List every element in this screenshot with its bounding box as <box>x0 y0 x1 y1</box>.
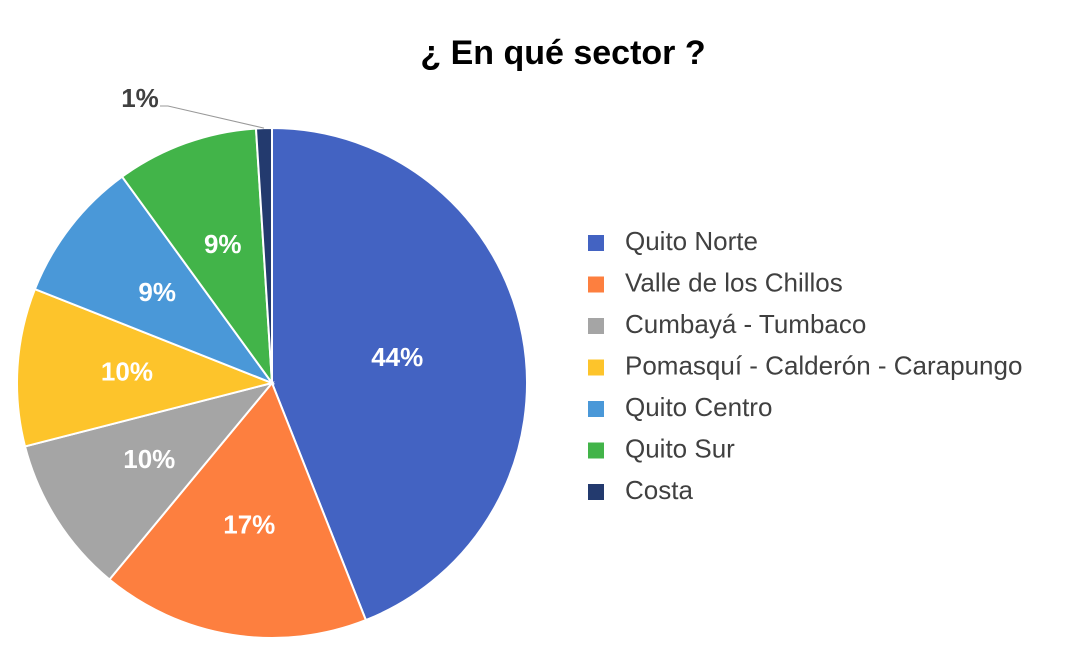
legend-label: Costa <box>625 475 693 505</box>
legend-swatch <box>588 401 604 417</box>
data-label: 1% <box>121 83 159 113</box>
legend-label: Pomasquí - Calderón - Carapungo <box>625 350 1022 380</box>
data-label: 10% <box>123 444 175 474</box>
legend-swatch <box>588 276 604 293</box>
leader-line <box>160 105 265 129</box>
legend-swatch <box>588 484 604 500</box>
pie-slice <box>16 287 276 448</box>
pie-slice <box>108 381 368 639</box>
legend-label: Quito Centro <box>625 392 772 422</box>
data-label: 17% <box>223 509 275 539</box>
data-label: 10% <box>101 357 153 387</box>
pie-slice <box>271 126 528 622</box>
legend-swatch <box>588 235 604 251</box>
pie-slice <box>23 381 275 581</box>
pie-slice <box>33 175 275 386</box>
legend-swatch <box>588 442 604 459</box>
legend-label: Cumbayá - Tumbaco <box>625 309 866 339</box>
data-label: 44% <box>371 342 423 372</box>
legend-label: Quito Sur <box>625 433 735 463</box>
pie-slice <box>120 127 274 387</box>
data-label: 9% <box>204 229 242 259</box>
data-label: 9% <box>138 277 176 307</box>
legend-label: Quito Norte <box>625 226 758 256</box>
chart-title: ¿ En qué sector ? <box>420 34 705 72</box>
legend-swatch <box>588 359 604 376</box>
legend-label: Valle de los Chillos <box>625 267 843 297</box>
legend-swatch <box>588 318 604 334</box>
